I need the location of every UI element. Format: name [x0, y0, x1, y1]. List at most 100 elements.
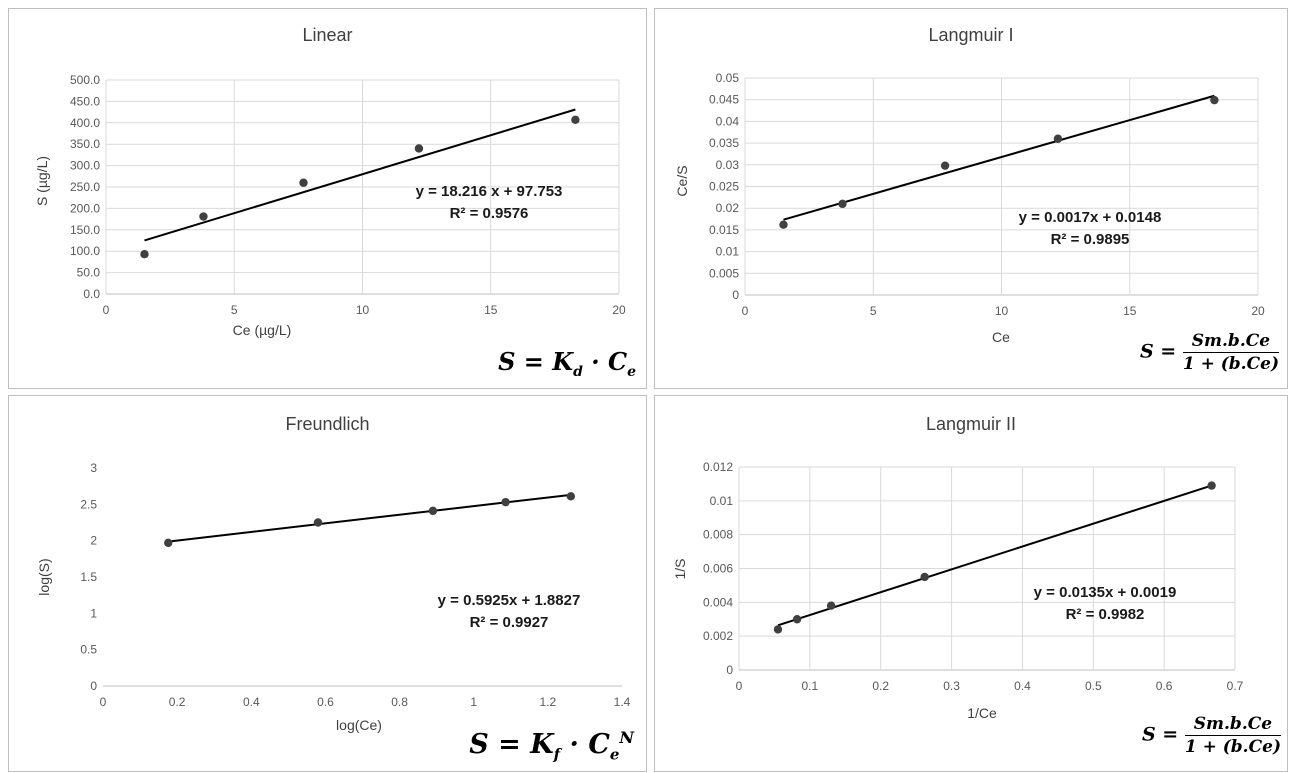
y-tick-label: 0.012: [703, 460, 733, 474]
y-tick-label: 2.5: [80, 497, 97, 511]
x-tick-label: 5: [870, 304, 877, 318]
data-point: [838, 199, 847, 209]
isotherm-formula: S = Kd · Ce: [498, 347, 636, 380]
x-tick-label: 0: [742, 304, 749, 318]
data-point: [792, 615, 802, 624]
x-tick-label: 0.2: [169, 695, 186, 709]
y-tick-label: 300.0: [70, 159, 100, 173]
y-tick-label: 0: [726, 663, 733, 677]
x-tick-label: 1.2: [540, 695, 557, 709]
chart-panel-linear: Linear 0.0 50.0 100.0 150.0 200.0 250.0 300.0 3…: [8, 8, 647, 389]
y-tick-label: 0.01: [716, 245, 740, 259]
data-point: [1207, 481, 1216, 490]
trendline-equation: y = 0.0135x + 0.0019 R² = 0.9982: [1005, 582, 1205, 626]
y-tick-label: 500.0: [70, 73, 100, 87]
x-axis-label: Ce (µg/L): [233, 322, 292, 338]
y-tick-label: 0.04: [716, 114, 740, 128]
x-tick-label: 1.4: [614, 695, 631, 709]
x-tick-label: 1: [470, 695, 477, 709]
data-point: [199, 212, 208, 221]
equation-text: y = 0.5925x + 1.8827: [437, 592, 581, 609]
x-tick-label: 0.8: [391, 695, 408, 709]
data-point: [164, 538, 173, 548]
chart-plot: 0 0.002 0.004 0.006 0.008 0.01 0.012 0 0.1 0.2 0.3…: [672, 460, 1244, 721]
trendline-equation: y = 0.0017x + 0.0148 R² = 0.9895: [990, 207, 1190, 251]
isotherm-formula: S = Sm.b.Ce 1 + (b.Ce): [1139, 331, 1279, 374]
y-tick-label: 0.005: [709, 266, 739, 280]
data-point: [773, 625, 783, 634]
data-point: [1210, 95, 1219, 105]
data-point: [571, 115, 580, 125]
r-squared-text: R² = 0.9927: [469, 614, 549, 631]
y-tick-label: 100.0: [70, 244, 100, 258]
formula-lhs: S: [1141, 723, 1156, 746]
formula-numerator: Sm.b.Ce: [1182, 331, 1279, 353]
y-tick-label: 0.006: [703, 562, 733, 576]
x-tick-label: 0.4: [1014, 679, 1031, 693]
x-tick-label: 15: [1123, 304, 1137, 318]
y-tick-label: 1.5: [80, 570, 97, 584]
x-tick-label: 20: [1251, 304, 1265, 318]
x-tick-label: 5: [231, 303, 238, 317]
data-point: [920, 572, 929, 582]
x-axis-label: Ce: [992, 329, 1010, 345]
y-tick-label: 2: [90, 534, 97, 548]
formula-denominator: 1 + (b.Ce): [1182, 354, 1279, 374]
y-tick-label: 0.015: [709, 223, 739, 237]
chart-title: Langmuir II: [925, 414, 1017, 434]
y-tick-label: 0: [90, 679, 97, 693]
y-tick-label: 1: [90, 606, 97, 620]
y-tick-label: 0.025: [709, 180, 739, 194]
data-point: [1053, 134, 1063, 143]
x-tick-label: 10: [356, 303, 370, 317]
chart-title: Freundlich: [285, 414, 370, 434]
y-tick-label: 0: [732, 288, 739, 302]
y-tick-label: 400.0: [70, 116, 100, 130]
x-axis-label: log(Ce): [336, 717, 382, 733]
y-axis-label: 1/S: [672, 558, 688, 579]
x-tick-label: 15: [484, 303, 498, 317]
trendline-equation: y = 18.216 x + 97.753 R² = 0.9576: [389, 181, 589, 225]
x-tick-label: 0: [103, 303, 110, 317]
data-point: [826, 601, 836, 610]
x-tick-label: 0: [100, 695, 107, 709]
r-squared-text: R² = 0.9576: [449, 205, 529, 222]
trendline-equation: y = 0.5925x + 1.8827 R² = 0.9927: [409, 590, 609, 634]
y-axis-label: log(S): [36, 558, 52, 595]
equation-text: y = 0.0017x + 0.0148: [1018, 209, 1162, 226]
equation-text: y = 18.216 x + 97.753: [415, 183, 563, 200]
x-tick-label: 0.2: [872, 679, 889, 693]
y-tick-label: 0.035: [709, 136, 739, 150]
trendline: [783, 94, 1215, 221]
x-tick-label: 20: [612, 303, 626, 317]
x-tick-label: 0.4: [243, 695, 260, 709]
x-axis-label: 1/Ce: [967, 705, 997, 721]
chart-panel-freundlich: Freundlich 0 0.5 1 1.5 2 2.5 3 0 0.2 0.4 0.6 0.8 1 1.…: [8, 395, 647, 772]
chart-title: Linear: [302, 25, 353, 45]
x-tick-label: 0.7: [1227, 679, 1244, 693]
trendline: [168, 493, 571, 543]
formula-lhs: S: [469, 729, 489, 760]
y-tick-label: 0.004: [703, 595, 733, 609]
y-tick-label: 0.5: [80, 643, 97, 657]
chart-panel-langmuir-1: Langmuir I 0 0.005 0.01 0.015 0.02 0.025 0.03 0…: [654, 8, 1288, 389]
formula-numerator: Sm.b.Ce: [1184, 714, 1281, 736]
data-point: [566, 492, 576, 501]
isotherm-formula: S = Sm.b.Ce 1 + (b.Ce): [1141, 714, 1281, 757]
y-tick-label: 0.01: [710, 494, 734, 508]
trendline: [144, 108, 576, 242]
y-tick-label: 0.05: [716, 71, 740, 85]
data-point: [428, 506, 438, 516]
y-axis-label: Ce/S: [674, 165, 690, 196]
data-point: [299, 178, 308, 187]
y-tick-label: 0.002: [703, 629, 733, 643]
x-tick-label: 0.6: [317, 695, 334, 709]
trendline: [777, 484, 1212, 627]
y-tick-label: 0.02: [716, 201, 740, 215]
y-tick-label: 0.045: [709, 93, 739, 107]
chart-title: Langmuir I: [928, 25, 1014, 45]
data-point: [313, 518, 323, 527]
x-tick-label: 0: [736, 679, 743, 693]
y-tick-label: 150.0: [70, 223, 100, 237]
r-squared-text: R² = 0.9895: [1050, 231, 1130, 248]
